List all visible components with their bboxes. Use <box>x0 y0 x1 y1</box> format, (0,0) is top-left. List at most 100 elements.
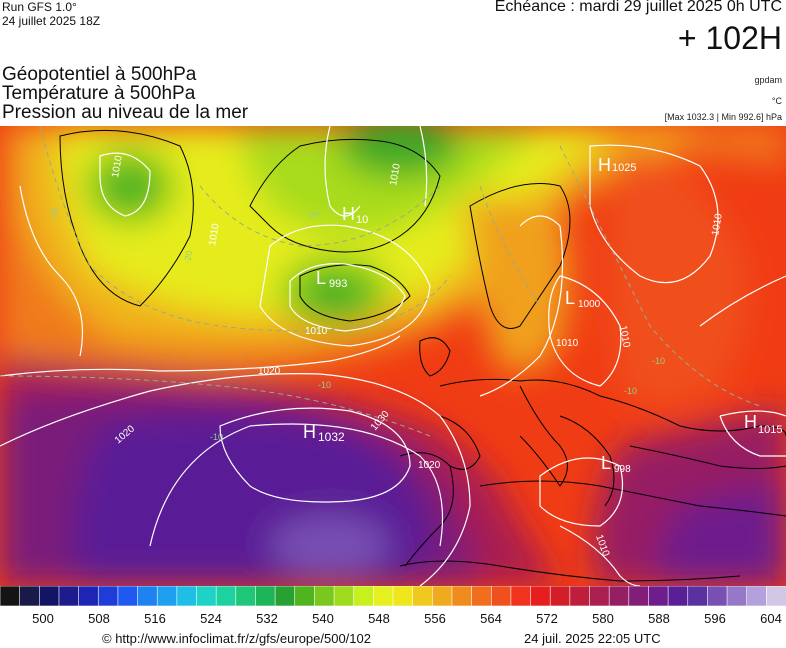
scale-swatch <box>608 586 630 606</box>
scale-swatch <box>235 586 257 606</box>
isobar-label: 1010 <box>710 212 725 236</box>
scale-swatch <box>392 586 414 606</box>
scale-swatch <box>687 586 709 606</box>
scale-tick: 508 <box>88 611 110 626</box>
scale-swatch <box>412 586 434 606</box>
low-value: 993 <box>329 278 347 290</box>
scale-tick: 604 <box>760 611 782 626</box>
scale-swatch <box>19 586 41 606</box>
high-value: 10 <box>356 214 368 226</box>
scale-tick: 540 <box>312 611 334 626</box>
scale-tick: 572 <box>536 611 558 626</box>
scale-swatch <box>38 586 60 606</box>
low-label: L <box>565 288 575 308</box>
isotherm-label: -10 <box>652 356 665 366</box>
scale-swatch <box>707 586 728 606</box>
scale-swatch <box>648 586 669 606</box>
scale-tick: 588 <box>648 611 670 626</box>
scale-swatch <box>746 586 768 606</box>
scale-swatch <box>333 586 355 606</box>
high-label: H <box>744 412 757 432</box>
scale-tick: 532 <box>256 611 278 626</box>
scale-swatch <box>176 586 198 606</box>
coastlines <box>59 129 786 582</box>
low-label: L <box>316 268 326 288</box>
scale-swatch <box>156 586 178 606</box>
isobar-label: 1020 <box>418 460 441 471</box>
scale-swatch <box>549 586 571 606</box>
scale-swatch <box>530 586 551 606</box>
unit-gpdam: gpdam <box>754 75 782 85</box>
isobar-label: 1010 <box>207 222 222 246</box>
scale-swatch <box>451 586 473 606</box>
isobar-label: 1010 <box>617 325 632 349</box>
isobar-label: 1020 <box>258 366 281 377</box>
run-date: 24 juillet 2025 18Z <box>2 14 101 28</box>
isotherm-label: -10 <box>210 432 223 442</box>
title-pressure: Pression au niveau de la mer <box>2 102 249 123</box>
scale-swatch <box>471 586 493 606</box>
low-value: 1000 <box>578 299 601 310</box>
scale-tick: 556 <box>424 611 446 626</box>
isotherm-labels: -20 -20 -20 -10 -10 -10 -10 <box>48 207 665 442</box>
high-value: 1015 <box>758 424 782 436</box>
color-scale <box>0 586 786 606</box>
scale-swatch <box>766 586 786 606</box>
scale-swatch <box>274 586 296 606</box>
scale-tick: 516 <box>144 611 166 626</box>
high-label: H <box>342 204 355 224</box>
scale-tick: 580 <box>592 611 614 626</box>
geopotential-field <box>0 126 786 586</box>
high-label: H <box>598 155 611 175</box>
scale-swatch <box>628 586 650 606</box>
scale-swatch <box>117 586 139 606</box>
unit-celsius: °C <box>771 96 782 106</box>
high-label: H <box>303 422 316 442</box>
pressure-centers: H 1032 H 1025 H 1015 H 10 L 993 L 1000 L… <box>303 155 782 475</box>
scale-swatch <box>255 586 276 606</box>
source-url[interactable]: © http://www.infoclimat.fr/z/gfs/europe/… <box>102 631 371 646</box>
low-value: 998 <box>614 464 631 475</box>
generated-timestamp: 24 juil. 2025 22:05 UTC <box>524 631 661 646</box>
isobar-label: 1010 <box>110 154 125 178</box>
scale-tick: 548 <box>368 611 390 626</box>
scale-tick: 564 <box>480 611 502 626</box>
scale-swatch <box>373 586 394 606</box>
scale-swatch <box>490 586 512 606</box>
scale-swatch <box>569 586 591 606</box>
weather-map: H 1032 H 1025 H 1015 H 10 L 993 L 1000 L… <box>0 126 786 586</box>
isobar-label: 1010 <box>556 338 579 349</box>
scale-swatch <box>589 586 610 606</box>
echeance-label: Echéance : mardi 29 juillet 2025 0h UTC <box>494 0 782 15</box>
isotherm-label: -20 <box>48 207 60 222</box>
isotherms <box>0 126 761 437</box>
isobar-label: 1010 <box>388 162 403 186</box>
unit-pressure-range: [Max 1032.3 | Min 992.6] hPa <box>664 112 782 122</box>
scale-swatch <box>58 586 80 606</box>
high-value: 1032 <box>318 430 345 444</box>
scale-swatch <box>78 586 100 606</box>
scale-tick: 500 <box>32 611 54 626</box>
title-temperature: Température à 500hPa <box>2 83 196 104</box>
scale-swatch <box>196 586 217 606</box>
isobar-label: 1010 <box>305 326 328 337</box>
scale-swatch <box>294 586 316 606</box>
scale-swatch <box>353 586 375 606</box>
scale-swatch <box>510 586 532 606</box>
scale-swatch <box>314 586 335 606</box>
isotherm-label: -20 <box>306 210 319 220</box>
lead-time: + 102H <box>677 20 782 56</box>
scale-swatch <box>667 586 689 606</box>
run-label: Run GFS 1.0° <box>2 0 77 14</box>
scale-swatch <box>97 586 119 606</box>
isobars <box>0 126 786 586</box>
low-label: L <box>601 453 611 473</box>
scale-swatch <box>431 586 453 606</box>
isotherm-label: -20 <box>182 250 194 265</box>
title-geopotential: Géopotentiel à 500hPa <box>2 64 197 85</box>
scale-swatch <box>137 586 159 606</box>
scale-tick: 596 <box>704 611 726 626</box>
scale-tick: 524 <box>200 611 222 626</box>
scale-swatch <box>215 586 237 606</box>
high-value: 1025 <box>612 162 636 174</box>
